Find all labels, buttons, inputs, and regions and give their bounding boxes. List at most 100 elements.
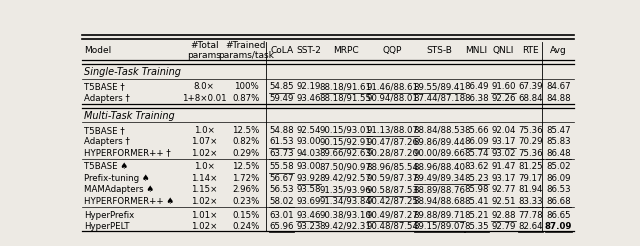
Text: 90.38/93.10: 90.38/93.10 (320, 211, 372, 219)
Text: 88.89/88.76: 88.89/88.76 (413, 185, 465, 194)
Text: 90.15/93.01: 90.15/93.01 (320, 126, 372, 135)
Text: 1.02×: 1.02× (191, 222, 218, 231)
Text: 93.58: 93.58 (296, 185, 321, 194)
Text: 55.58: 55.58 (269, 162, 294, 171)
Text: Adapters †: Adapters † (84, 94, 130, 103)
Text: Model: Model (84, 46, 111, 55)
Text: 87.09: 87.09 (545, 222, 572, 231)
Text: 1.72%: 1.72% (232, 174, 260, 183)
Text: T5BASE ♠: T5BASE ♠ (84, 162, 128, 171)
Text: 0.24%: 0.24% (232, 222, 260, 231)
Text: HYPERFORMER++ †: HYPERFORMER++ † (84, 149, 171, 158)
Text: 86.49: 86.49 (464, 82, 489, 92)
Text: 75.36: 75.36 (518, 126, 543, 135)
Text: 88.94/88.68: 88.94/88.68 (413, 197, 465, 206)
Text: 86.09: 86.09 (464, 137, 489, 146)
Text: 1+8×0.01: 1+8×0.01 (182, 94, 227, 103)
Text: 89.49/89.34: 89.49/89.34 (413, 174, 465, 183)
Text: 75.36: 75.36 (518, 149, 543, 158)
Text: 68.84: 68.84 (518, 94, 543, 103)
Text: 92.79: 92.79 (492, 222, 516, 231)
Text: 89.15/89.07: 89.15/89.07 (413, 222, 465, 231)
Text: Single-Task Training: Single-Task Training (84, 67, 181, 77)
Text: 63.01: 63.01 (269, 211, 294, 219)
Text: 86.38: 86.38 (464, 94, 489, 103)
Text: 93.00: 93.00 (296, 137, 321, 146)
Text: 89.66/92.63: 89.66/92.63 (320, 149, 372, 158)
Text: 0.87%: 0.87% (232, 94, 260, 103)
Text: 86.09: 86.09 (547, 174, 571, 183)
Text: 91.47: 91.47 (492, 162, 516, 171)
Text: 1.0×: 1.0× (194, 162, 214, 171)
Text: 56.67: 56.67 (269, 174, 294, 183)
Text: 85.47: 85.47 (547, 126, 571, 135)
Text: 89.42/92.31: 89.42/92.31 (320, 222, 372, 231)
Text: QQP: QQP (383, 46, 403, 55)
Text: 94.03: 94.03 (296, 149, 321, 158)
Text: 90.94/88.01: 90.94/88.01 (367, 94, 419, 103)
Text: 93.00: 93.00 (296, 162, 321, 171)
Text: QNLI: QNLI (493, 46, 515, 55)
Text: 92.51: 92.51 (492, 197, 516, 206)
Text: 84.67: 84.67 (547, 82, 571, 92)
Text: 0.82%: 0.82% (232, 137, 260, 146)
Text: 92.77: 92.77 (492, 185, 516, 194)
Text: 88.84/88.53: 88.84/88.53 (413, 126, 465, 135)
Text: HyperPELT: HyperPELT (84, 222, 129, 231)
Text: SST-2: SST-2 (296, 46, 321, 55)
Text: 1.01×: 1.01× (191, 211, 218, 219)
Text: 54.85: 54.85 (269, 82, 294, 92)
Text: 88.18/91.55: 88.18/91.55 (320, 94, 372, 103)
Text: CoLA: CoLA (270, 46, 293, 55)
Text: 90.00/89.66: 90.00/89.66 (413, 149, 465, 158)
Text: 82.64: 82.64 (518, 222, 543, 231)
Text: 84.88: 84.88 (547, 94, 571, 103)
Text: 91.46/88.61: 91.46/88.61 (367, 82, 419, 92)
Text: 12.5%: 12.5% (232, 162, 260, 171)
Text: 90.28/87.20: 90.28/87.20 (367, 149, 419, 158)
Text: 88.96/88.40: 88.96/88.40 (413, 162, 465, 171)
Text: 92.26: 92.26 (492, 94, 516, 103)
Text: 0.15%: 0.15% (232, 211, 260, 219)
Text: 8.0×: 8.0× (194, 82, 214, 92)
Text: 81.25: 81.25 (518, 162, 543, 171)
Text: 93.46: 93.46 (296, 211, 321, 219)
Text: 85.74: 85.74 (464, 149, 489, 158)
Text: 90.42/87.25: 90.42/87.25 (367, 197, 419, 206)
Text: 93.92: 93.92 (296, 174, 321, 183)
Text: 2.96%: 2.96% (232, 185, 260, 194)
Text: 0.29%: 0.29% (232, 149, 260, 158)
Text: 87.50/90.97: 87.50/90.97 (320, 162, 372, 171)
Text: 90.47/87.26: 90.47/87.26 (367, 137, 419, 146)
Text: 88.96/85.54: 88.96/85.54 (367, 162, 419, 171)
Text: MNLI: MNLI (465, 46, 488, 55)
Text: 85.98: 85.98 (464, 185, 489, 194)
Text: 56.53: 56.53 (269, 185, 294, 194)
Text: HyperPrefix: HyperPrefix (84, 211, 134, 219)
Text: 58.02: 58.02 (269, 197, 294, 206)
Text: 93.69: 93.69 (296, 197, 321, 206)
Text: 85.66: 85.66 (464, 126, 489, 135)
Text: 90.59/87.37: 90.59/87.37 (367, 174, 419, 183)
Text: 88.18/91.61: 88.18/91.61 (320, 82, 372, 92)
Text: 93.23: 93.23 (296, 222, 321, 231)
Text: 83.62: 83.62 (464, 162, 489, 171)
Text: #Trained
params/task: #Trained params/task (218, 41, 274, 61)
Text: 63.73: 63.73 (269, 149, 294, 158)
Text: Prefix-tuning ♠: Prefix-tuning ♠ (84, 174, 150, 183)
Text: 59.49: 59.49 (269, 94, 294, 103)
Text: 1.0×: 1.0× (194, 126, 214, 135)
Text: 1.15×: 1.15× (191, 185, 218, 194)
Text: 1.14×: 1.14× (191, 174, 218, 183)
Text: 65.96: 65.96 (269, 222, 294, 231)
Text: 81.94: 81.94 (518, 185, 543, 194)
Text: 90.58/87.53: 90.58/87.53 (367, 185, 419, 194)
Text: 92.04: 92.04 (492, 126, 516, 135)
Text: RTE: RTE (522, 46, 539, 55)
Text: 1.02×: 1.02× (191, 197, 218, 206)
Text: 92.54: 92.54 (296, 126, 321, 135)
Text: MAMAdapters ♠: MAMAdapters ♠ (84, 185, 154, 194)
Text: 54.88: 54.88 (269, 126, 294, 135)
Text: 85.21: 85.21 (464, 211, 489, 219)
Text: 92.19: 92.19 (296, 82, 321, 92)
